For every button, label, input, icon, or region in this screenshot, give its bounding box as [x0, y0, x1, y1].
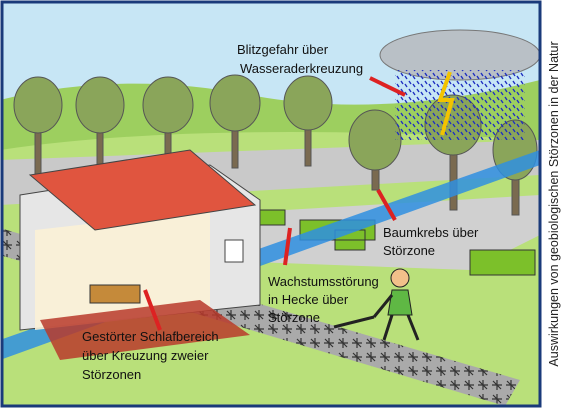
- label-line: Blitzgefahr über: [237, 42, 329, 57]
- label-line: Störzone: [268, 310, 320, 325]
- label-line: Störzonen: [82, 367, 141, 382]
- label-line: über Kreuzung zweier: [82, 348, 209, 363]
- label-line: Baumkrebs über: [383, 225, 479, 240]
- rain: [395, 70, 525, 140]
- label-line: Gestörter Schlafbereich: [82, 329, 219, 344]
- window: [225, 240, 243, 262]
- illustration: Blitzgefahr über Wasseraderkreuzung Baum…: [0, 0, 566, 408]
- label-line: Wasseraderkreuzung: [240, 61, 363, 76]
- label-line: in Hecke über: [268, 292, 349, 307]
- caption: Auswirkungen von geobiologischen Störzon…: [547, 41, 561, 366]
- label-line: Wachstumsstörung: [268, 274, 379, 289]
- bed: [90, 285, 140, 303]
- label-line: Störzone: [383, 243, 435, 258]
